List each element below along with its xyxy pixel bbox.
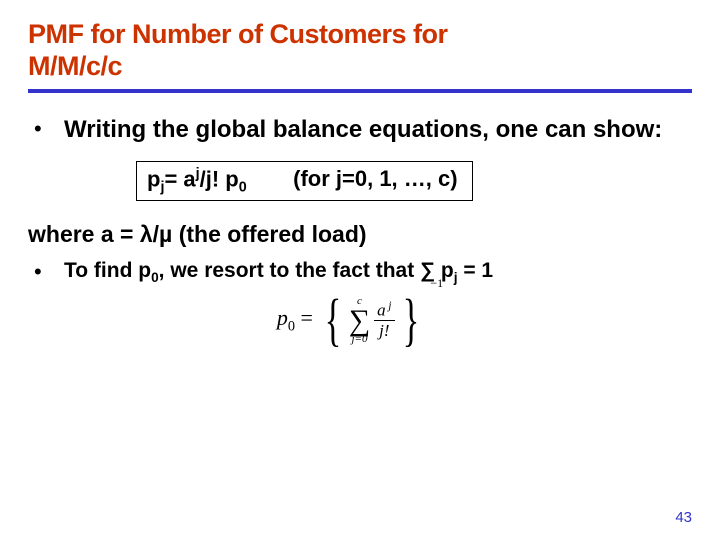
bullet-2: • To find p0, we resort to the fact that… — [28, 258, 692, 286]
formula-box: pj= aj/j! p0 (for j=0, 1, …, c) — [136, 161, 473, 201]
formula-rhs: (for j=0, 1, …, c) — [293, 166, 457, 192]
formula-lhs: pj= aj/j! p0 — [147, 166, 247, 196]
title-line-1: PMF for Number of Customers for — [28, 19, 448, 49]
sum-block: c ∑ j=0 — [349, 296, 370, 345]
bullet-1: • Writing the global balance equations, … — [28, 115, 692, 145]
slide-title: PMF for Number of Customers for M/M/c/c — [28, 18, 692, 83]
bullet-1-text: Writing the global balance equations, on… — [64, 115, 692, 145]
eq-bracket: { c ∑ j=0 a j j! } — [319, 296, 424, 345]
where-line: where a = λ/µ (the offered load) — [28, 221, 692, 248]
eq-lhs: p0 = — [277, 305, 313, 335]
exponent: −1 — [430, 276, 443, 291]
page-number: 43 — [675, 509, 692, 526]
bullet-2-text: To find p0, we resort to the fact that ∑… — [64, 258, 692, 286]
title-line-2: M/M/c/c — [28, 51, 122, 81]
fraction: a j j! — [374, 301, 394, 339]
bullet-marker: • — [28, 115, 64, 143]
bullet-marker: • — [28, 258, 64, 286]
title-underline — [28, 89, 692, 93]
equation-p0: p0 = { c ∑ j=0 a j j! } −1 — [28, 296, 692, 345]
